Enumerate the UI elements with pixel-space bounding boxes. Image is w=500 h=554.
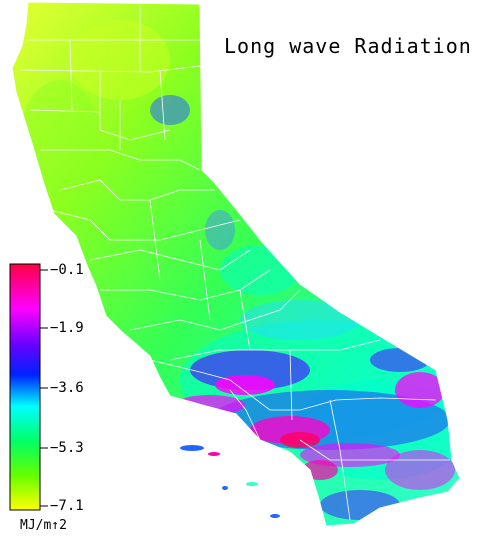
- state-outline: [11, 1, 461, 527]
- legend-colorbar: [9, 263, 41, 511]
- county-boundaries: [19, 6, 450, 521]
- channel-islands: [180, 445, 280, 518]
- radiation-overlay: [20, 20, 460, 520]
- map-title: Long wave Radiation: [224, 34, 472, 58]
- legend-ticks: [40, 269, 48, 507]
